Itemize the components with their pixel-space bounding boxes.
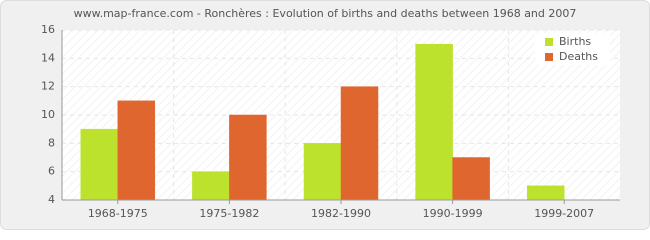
- bar: [192, 171, 230, 201]
- legend-label: Births: [559, 35, 591, 48]
- x-tick-label: 1982-1990: [311, 207, 371, 220]
- chart: www.map-france.com - Ronchères : Evoluti…: [0, 0, 650, 230]
- y-tick-label: 12: [41, 80, 55, 93]
- legend-swatch: [545, 38, 553, 46]
- bar: [80, 128, 119, 201]
- y-tick-label: 8: [48, 136, 55, 149]
- legend-swatch: [545, 53, 553, 61]
- legend-label: Deaths: [559, 50, 598, 63]
- bar: [303, 143, 342, 201]
- x-tick-label: 1990-1999: [423, 207, 483, 220]
- y-tick-label: 16: [41, 23, 55, 36]
- bar: [526, 185, 565, 201]
- bar: [117, 100, 156, 201]
- y-tick-label: 4: [48, 193, 55, 206]
- y-tick-label: 14: [41, 51, 55, 64]
- bar: [415, 43, 453, 201]
- x-tick-label: 1968-1975: [88, 207, 148, 220]
- chart-title: www.map-france.com - Ronchères : Evoluti…: [74, 7, 577, 20]
- y-tick-label: 6: [48, 165, 55, 178]
- bar: [340, 86, 379, 201]
- x-tick-label: 1999-2007: [534, 207, 594, 220]
- y-tick-label: 10: [41, 108, 55, 121]
- x-tick-label: 1975-1982: [199, 207, 259, 220]
- bar: [229, 114, 267, 201]
- bar: [452, 157, 490, 201]
